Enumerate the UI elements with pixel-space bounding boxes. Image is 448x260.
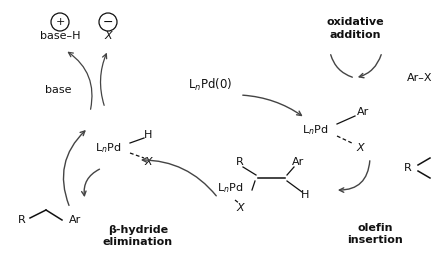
Text: X: X [144,157,152,167]
Text: X: X [236,203,244,213]
Text: H: H [144,130,152,140]
Text: base–H: base–H [40,31,80,41]
Text: β-hydride: β-hydride [108,225,168,235]
Text: L$_n$Pd(0): L$_n$Pd(0) [188,77,232,93]
Text: addition: addition [329,30,381,40]
Text: L$_n$Pd: L$_n$Pd [95,141,121,155]
Text: insertion: insertion [347,235,403,245]
Text: R: R [236,157,244,167]
Text: −: − [103,16,113,29]
Text: L$_n$Pd: L$_n$Pd [302,123,328,137]
Text: elimination: elimination [103,237,173,247]
Text: Ar: Ar [69,215,81,225]
Text: olefin: olefin [357,223,393,233]
Text: Ar: Ar [292,157,304,167]
Text: oxidative: oxidative [326,17,384,27]
Text: Ar: Ar [357,107,369,117]
Text: X: X [356,143,364,153]
Text: base: base [45,85,71,95]
Text: L$_n$Pd: L$_n$Pd [217,181,243,195]
Text: R: R [18,215,26,225]
Text: H: H [301,190,309,200]
Text: R: R [404,163,412,173]
Text: +: + [55,17,65,27]
Text: X: X [104,31,112,41]
Text: Ar–X: Ar–X [407,73,433,83]
